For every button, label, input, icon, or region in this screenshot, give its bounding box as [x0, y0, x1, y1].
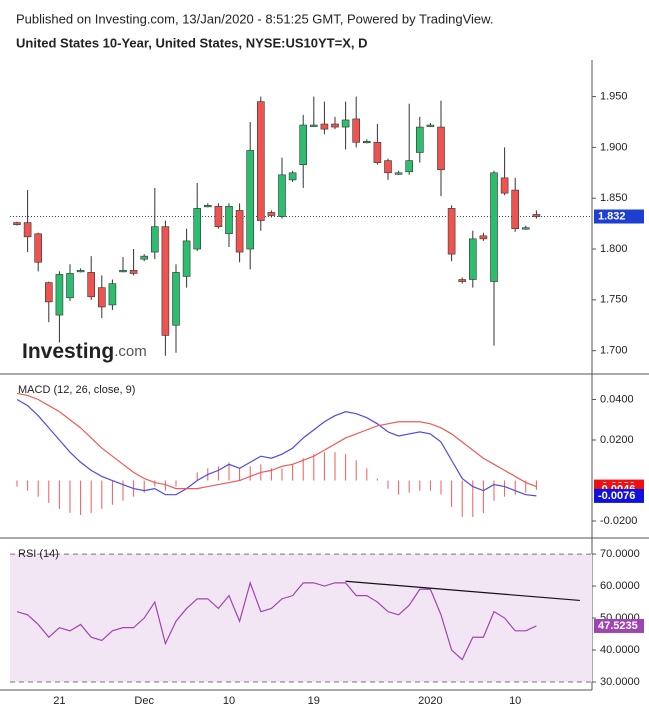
candle-body	[447, 208, 456, 255]
x-tick-label: Dec	[134, 695, 154, 707]
rsi-line	[16, 580, 537, 661]
candle-body	[278, 174, 286, 217]
candle-body	[490, 172, 498, 282]
y-tick-label: 1.800	[600, 243, 628, 255]
candle-body	[214, 206, 223, 227]
candle-body	[458, 279, 467, 282]
candle-body	[119, 270, 127, 273]
candle-body	[426, 124, 435, 127]
candle-body	[384, 160, 392, 174]
candle-body	[23, 222, 32, 238]
candle-body	[267, 212, 276, 216]
y-tick-label: 70.0000	[600, 548, 640, 560]
candle-body	[140, 255, 148, 260]
watermark-brand: Investing	[22, 340, 114, 363]
candle-body	[193, 208, 201, 250]
watermark: Investing.com	[22, 340, 147, 363]
candle-body	[352, 118, 361, 143]
candle-body	[532, 214, 541, 217]
candle-body	[55, 274, 64, 316]
last-value-label: -0.0076	[598, 490, 635, 502]
candle-body	[13, 222, 21, 225]
last-value-label: 1.832	[598, 210, 626, 222]
x-tick-label: 10	[223, 695, 235, 707]
macd-line	[16, 398, 537, 497]
panel-title: MACD (12, 26, close, 9)	[18, 384, 135, 396]
candle-body	[341, 119, 350, 128]
last-value-badge	[594, 618, 644, 633]
last-value-badge	[594, 209, 644, 224]
x-tick-label: 21	[53, 695, 65, 707]
y-tick-label: 0.0400	[600, 393, 634, 405]
symbol-title: United States 10-Year, United States, NY…	[16, 35, 367, 50]
candle-body	[172, 272, 180, 326]
candle-body	[500, 177, 509, 194]
candle-body	[309, 124, 318, 127]
candle-body	[415, 126, 424, 153]
y-tick-label: 40.0000	[600, 644, 640, 656]
candle-body	[44, 282, 53, 303]
candle-body	[362, 141, 371, 144]
candle-body	[331, 123, 339, 128]
y-tick-label: 1.950	[600, 90, 628, 102]
y-tick-label: 1.850	[600, 192, 628, 204]
candle-body	[288, 172, 297, 181]
last-value-label: 47.5235	[598, 620, 638, 632]
candle-body	[108, 283, 117, 306]
y-tick-label: 1.900	[600, 141, 628, 153]
candle-body	[204, 205, 212, 208]
x-tick-label: 19	[308, 695, 320, 707]
y-tick-label: -0.0200	[600, 515, 637, 527]
candle-body	[437, 126, 445, 171]
candle-body	[182, 240, 191, 277]
candle-body	[235, 210, 244, 253]
x-tick-label: 10	[509, 695, 521, 707]
last-value-badge	[594, 488, 644, 503]
trendline	[345, 580, 580, 602]
candle-body	[299, 124, 308, 165]
candle-body	[479, 235, 488, 240]
candle-body	[98, 287, 106, 308]
rsi-band	[10, 554, 592, 683]
candle-body	[34, 233, 43, 263]
panel-title: RSI (14)	[18, 548, 59, 560]
candle-body	[151, 226, 159, 253]
x-tick-label: 2020	[418, 695, 442, 707]
candle-body	[76, 270, 85, 273]
y-tick-label: 30.0000	[600, 676, 640, 688]
candle-body	[129, 270, 138, 274]
y-tick-label: 1.700	[600, 345, 628, 357]
macd-line	[16, 392, 537, 490]
candle-body	[521, 227, 530, 230]
watermark-suffix: .com	[114, 343, 147, 360]
candle-body	[320, 123, 329, 130]
candle-body	[66, 273, 74, 299]
candle-body	[468, 238, 477, 280]
candle-body	[394, 172, 403, 175]
candle-body	[225, 206, 233, 235]
y-tick-label: 60.0000	[600, 580, 640, 592]
candle-body	[161, 226, 170, 336]
y-tick-label: 1.750	[600, 294, 628, 306]
candle-body	[373, 142, 382, 163]
candle-body	[256, 101, 265, 221]
y-tick-label: 0.0200	[600, 434, 634, 446]
candle-body	[87, 272, 95, 298]
candle-body	[511, 189, 520, 230]
candle-body	[405, 160, 414, 173]
candle-body	[246, 150, 254, 250]
published-line: Published on Investing.com, 13/Jan/2020 …	[16, 11, 493, 26]
